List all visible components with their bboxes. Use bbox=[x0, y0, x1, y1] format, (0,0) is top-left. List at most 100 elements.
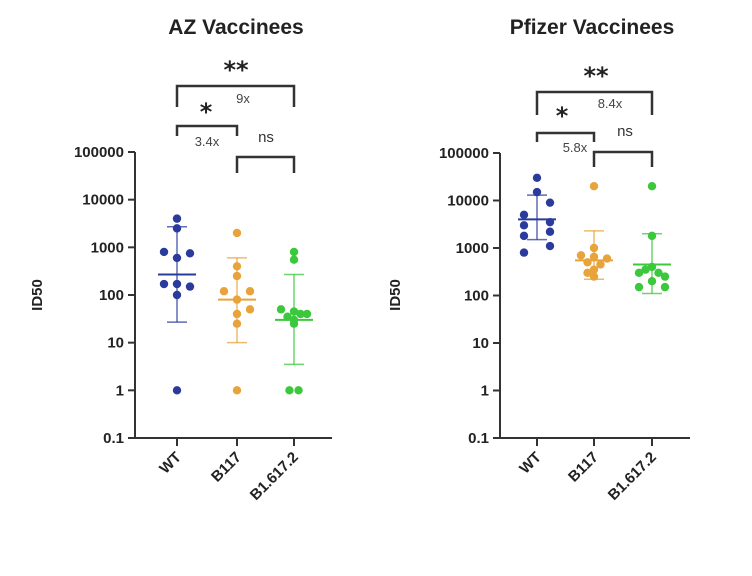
x-tick-label-wt: WT bbox=[156, 449, 185, 478]
y-tick-label: 1000 bbox=[91, 239, 124, 256]
data-point bbox=[245, 305, 255, 314]
y-tick-label: 1 bbox=[116, 382, 124, 399]
y-tick-label: 0.1 bbox=[103, 430, 124, 447]
data-point bbox=[232, 271, 242, 281]
y-tick-label: 0.1 bbox=[468, 430, 489, 447]
significance-bracket bbox=[535, 131, 596, 142]
data-point bbox=[634, 268, 644, 278]
data-point bbox=[172, 253, 182, 263]
data-point bbox=[296, 309, 305, 319]
data-point bbox=[634, 282, 644, 292]
data-point bbox=[519, 231, 529, 241]
data-point bbox=[647, 277, 657, 286]
data-point bbox=[589, 182, 599, 191]
fold-change-outer: 8.4x bbox=[598, 96, 623, 111]
data-point bbox=[641, 265, 650, 274]
data-point bbox=[232, 386, 242, 395]
fold-change-outer: 9x bbox=[236, 91, 250, 106]
data-point bbox=[294, 386, 303, 395]
chart-title: Pfizer Vaccinees bbox=[510, 16, 675, 39]
data-point bbox=[589, 252, 599, 262]
data-point bbox=[545, 227, 555, 236]
data-point bbox=[232, 228, 242, 238]
data-point bbox=[545, 217, 555, 227]
data-point bbox=[302, 309, 312, 319]
data-point bbox=[185, 249, 195, 258]
data-point bbox=[232, 309, 242, 319]
data-point bbox=[232, 319, 242, 328]
data-point bbox=[289, 319, 299, 328]
y-axis-label: ID50 bbox=[29, 279, 46, 311]
data-point bbox=[589, 272, 599, 281]
data-point bbox=[172, 279, 182, 289]
data-point bbox=[519, 210, 529, 219]
y-tick-label: 100000 bbox=[439, 145, 489, 162]
data-point bbox=[647, 231, 657, 241]
data-point bbox=[589, 243, 599, 253]
data-point bbox=[285, 386, 294, 395]
x-tick-label-b1617: B1.617.2 bbox=[605, 449, 660, 504]
significance-bracket bbox=[175, 124, 239, 136]
data-point bbox=[519, 248, 529, 257]
data-point bbox=[232, 262, 242, 271]
data-point bbox=[219, 287, 229, 296]
series-wt bbox=[518, 173, 556, 257]
y-tick-label: 100 bbox=[464, 288, 489, 305]
data-point bbox=[583, 268, 592, 278]
az-panel: AZ Vaccinees ID50 100000 10000 1000 100 10 1 0… bbox=[29, 16, 332, 504]
data-point bbox=[602, 254, 612, 263]
data-point bbox=[660, 272, 670, 281]
x-tick-label-wt: WT bbox=[516, 449, 545, 478]
data-point bbox=[654, 268, 663, 278]
significance-bracket bbox=[535, 90, 654, 115]
data-point bbox=[647, 262, 657, 272]
data-point bbox=[289, 307, 299, 316]
data-point bbox=[647, 182, 657, 191]
data-point bbox=[159, 247, 169, 257]
y-axis-label: ID50 bbox=[387, 279, 404, 311]
data-point bbox=[172, 214, 182, 223]
y-tick-label: 10 bbox=[107, 335, 124, 352]
data-point bbox=[576, 251, 586, 260]
chart-title: AZ Vaccinees bbox=[168, 16, 303, 39]
data-point bbox=[289, 247, 299, 257]
data-point bbox=[596, 260, 605, 269]
y-tick-label: 100000 bbox=[74, 144, 124, 161]
y-tick-label: 10000 bbox=[82, 192, 124, 209]
data-point bbox=[519, 221, 529, 230]
data-point bbox=[589, 265, 599, 274]
significance-inner: * bbox=[556, 102, 569, 130]
significance-outer: ** bbox=[223, 56, 249, 84]
data-point bbox=[660, 282, 670, 292]
data-point bbox=[232, 295, 242, 304]
data-point bbox=[185, 282, 195, 291]
fold-change-inner: 3.4x bbox=[195, 134, 220, 149]
data-point bbox=[289, 255, 299, 264]
data-point bbox=[545, 198, 555, 207]
data-point bbox=[283, 312, 292, 321]
fold-change-inner: 5.8x bbox=[563, 140, 588, 155]
data-point bbox=[245, 287, 255, 296]
significance-ns: ns bbox=[617, 123, 633, 140]
y-tick-label: 100 bbox=[99, 287, 124, 304]
data-point bbox=[532, 187, 542, 197]
series-wt bbox=[158, 214, 196, 395]
y-tick-label: 10 bbox=[472, 335, 489, 352]
data-point bbox=[172, 290, 182, 300]
x-tick-label-b1617: B1.617.2 bbox=[247, 449, 302, 504]
significance-bracket bbox=[592, 150, 654, 167]
data-point bbox=[172, 386, 182, 395]
significance-ns: ns bbox=[258, 129, 274, 146]
data-point bbox=[532, 173, 542, 183]
series-b16172 bbox=[633, 182, 671, 295]
y-tick-label: 1 bbox=[481, 383, 489, 400]
data-point bbox=[583, 258, 592, 267]
series-b16172 bbox=[275, 247, 313, 395]
series-b117 bbox=[575, 182, 613, 281]
significance-bracket bbox=[235, 155, 296, 173]
data-point bbox=[172, 224, 182, 233]
y-tick-label: 10000 bbox=[447, 193, 489, 210]
data-point bbox=[545, 241, 555, 251]
series-b117 bbox=[218, 228, 256, 395]
